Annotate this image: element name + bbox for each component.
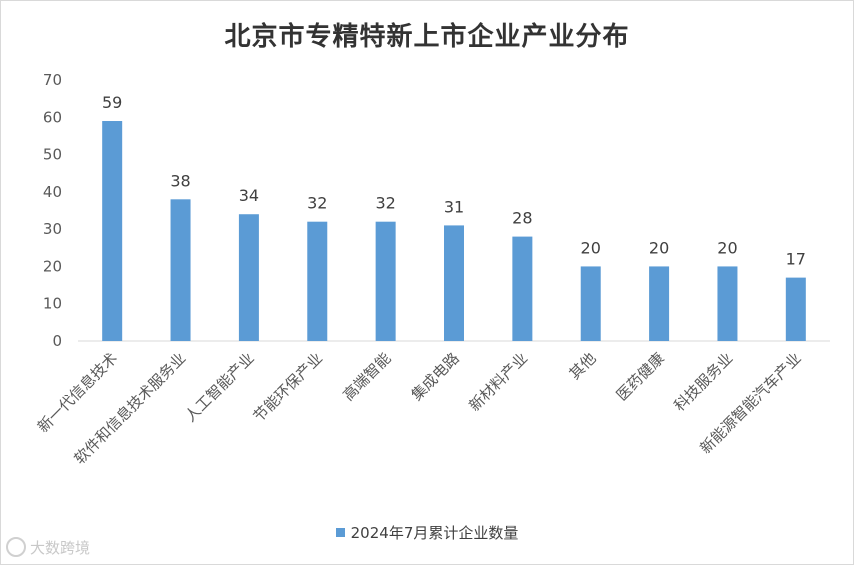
x-tick-label: 其他 — [566, 349, 600, 383]
y-tick-label: 20 — [43, 257, 62, 275]
data-label: 31 — [444, 197, 464, 216]
y-tick-label: 40 — [43, 183, 62, 201]
data-label: 17 — [786, 250, 806, 269]
x-tick-label: 新材料产业 — [465, 349, 531, 415]
bar — [649, 266, 670, 341]
data-label: 38 — [170, 171, 190, 190]
y-tick-label: 60 — [43, 108, 62, 126]
bar — [785, 277, 806, 341]
data-label: 20 — [581, 238, 601, 257]
bar — [170, 199, 191, 341]
data-label: 28 — [512, 209, 532, 228]
watermark: 大数跨境 — [6, 537, 90, 558]
y-tick-label: 30 — [43, 220, 62, 238]
data-label: 32 — [375, 194, 395, 213]
y-tick-label: 10 — [43, 295, 62, 313]
bar — [238, 214, 259, 341]
data-label: 20 — [717, 238, 737, 257]
bar — [580, 266, 601, 341]
x-tick-label: 集成电路 — [408, 349, 463, 404]
watermark-text: 大数跨境 — [30, 539, 91, 557]
y-tick-label: 50 — [43, 146, 62, 164]
x-tick-label: 节能环保产业 — [250, 349, 326, 425]
x-tick-label: 软件和信息技术服务业 — [71, 349, 190, 468]
data-label: 34 — [239, 186, 259, 205]
legend-label: 2024年7月累计企业数量 — [350, 524, 519, 542]
bar — [307, 221, 328, 341]
bar — [717, 266, 738, 341]
bar — [444, 225, 464, 341]
x-tick-label: 科技服务业 — [671, 349, 737, 415]
data-label: 20 — [649, 238, 669, 257]
legend: 2024年7月累计企业数量 — [0, 522, 854, 543]
legend-swatch — [335, 528, 345, 537]
data-label: 32 — [307, 194, 327, 213]
bar — [512, 236, 533, 341]
chart-title: 北京市专精特新上市企业产业分布 — [224, 22, 630, 52]
x-tick-label: 人工智能产业 — [181, 349, 257, 425]
y-tick-label: 70 — [43, 71, 62, 89]
watermark-logo-icon — [6, 537, 26, 557]
bar — [375, 221, 396, 341]
bar — [102, 121, 123, 341]
y-tick-label: 0 — [52, 332, 62, 350]
x-tick-label: 高端智能 — [339, 349, 394, 404]
data-label: 59 — [102, 93, 122, 112]
x-tick-label: 医药健康 — [613, 349, 668, 404]
